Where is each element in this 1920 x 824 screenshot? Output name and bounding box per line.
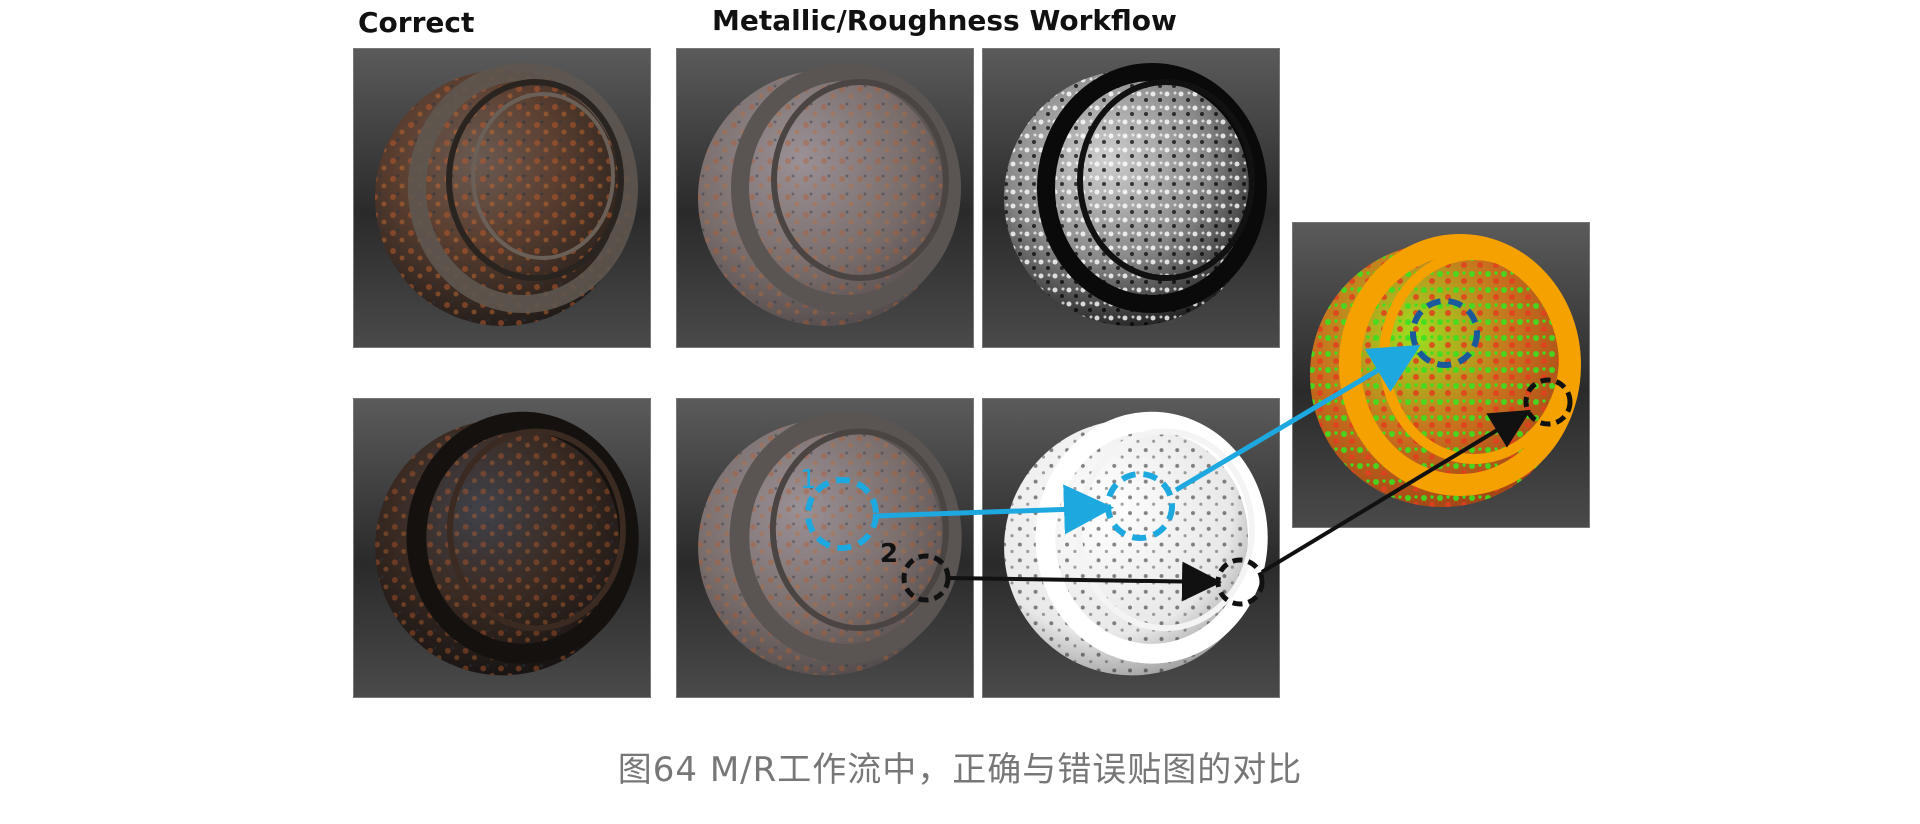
roughness-sphere-bottom (982, 398, 1280, 698)
base-color-sphere-top (676, 48, 974, 348)
correct-sphere-bottom (353, 398, 651, 698)
correct-label: Correct (358, 6, 475, 39)
base-color-sphere-bottom (676, 398, 974, 698)
correct-sphere-top (353, 48, 651, 348)
workflow-title: Metallic/Roughness Workflow (712, 4, 1177, 37)
pbr-validate-sphere (1292, 222, 1590, 528)
figure-caption: 图64 M/R工作流中，正确与错误贴图的对比 (617, 750, 1303, 790)
roughness-sphere-top (982, 48, 1280, 348)
